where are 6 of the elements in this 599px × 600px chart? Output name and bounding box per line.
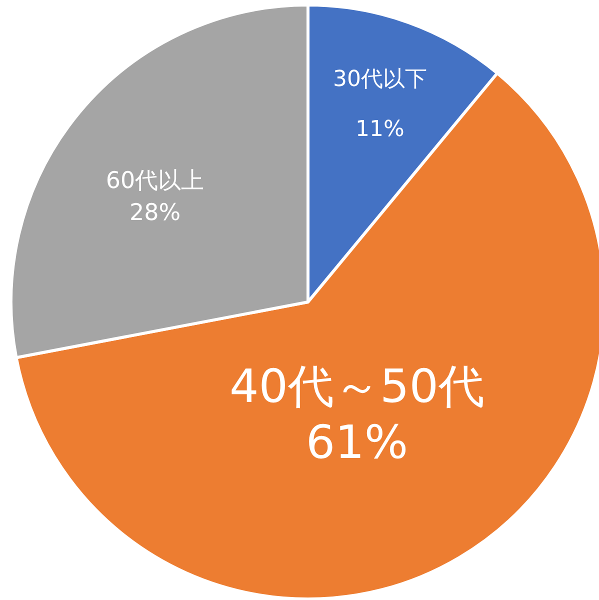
slice-label: 60代以上 — [106, 168, 204, 194]
data-label: 11% — [356, 117, 404, 142]
slice-label: 30代以下 — [333, 67, 427, 92]
data-label: 28% — [129, 200, 181, 226]
data-label: 61% — [306, 415, 408, 469]
slice-label: 40代～50代 — [229, 359, 485, 413]
